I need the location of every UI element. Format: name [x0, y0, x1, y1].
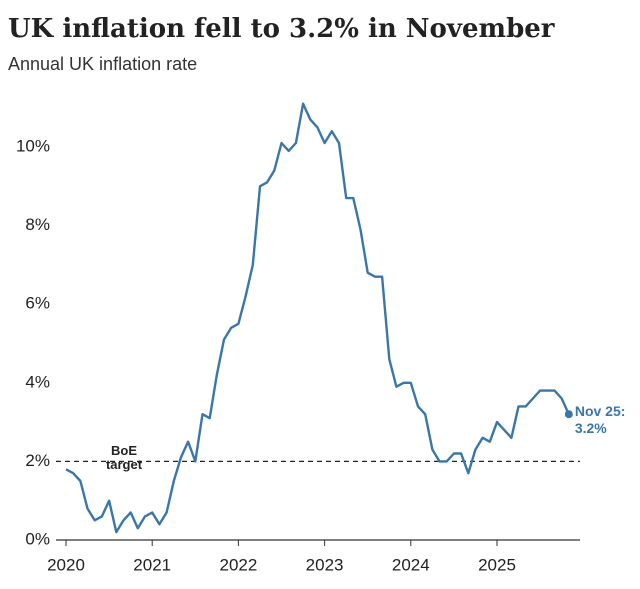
series-line: [65, 102, 570, 534]
reference-label: target: [106, 457, 143, 472]
x-tick-label: 2025: [478, 555, 516, 574]
x-tick-label: 2021: [133, 555, 171, 574]
chart-title: UK inflation fell to 3.2% in November: [8, 14, 555, 44]
reference-label: BoE: [111, 443, 137, 458]
end-point: [564, 410, 573, 419]
y-tick-label: 0%: [25, 529, 50, 548]
value-label: 3.2%: [575, 420, 607, 436]
chart-subtitle: Annual UK inflation rate: [8, 54, 197, 74]
x-tick-label: 2023: [306, 555, 344, 574]
x-tick-label: 2022: [219, 555, 257, 574]
y-tick-label: 2%: [25, 451, 50, 470]
y-tick-label: 10%: [16, 136, 50, 155]
annotation: Nov 25:: [575, 403, 626, 419]
y-tick-label: 6%: [25, 294, 50, 313]
y-tick-label: 4%: [25, 372, 50, 391]
y-tick-label: 8%: [25, 215, 50, 234]
x-tick-label: 2020: [47, 555, 85, 574]
x-tick-label: 2024: [392, 555, 430, 574]
